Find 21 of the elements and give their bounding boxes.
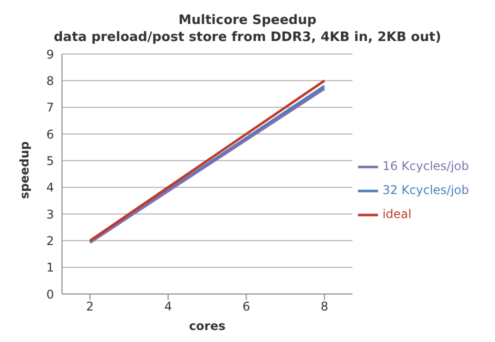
y-tick-label: 9 [46,47,54,62]
x-axis-title: cores [188,319,226,333]
x-tick-label: 2 [86,300,94,314]
y-tick-label: 6 [46,127,54,142]
legend-label: 32 Kcycles/job [382,183,469,197]
chart-subtitle: data preload/post store from DDR3, 4KB in, 2KB out) [52,29,442,46]
y-tick-label: 2 [46,234,54,248]
y-tick-label: 4 [46,180,54,195]
legend-label: ideal [382,207,412,221]
y-tick-label: 1 [46,260,54,275]
y-tick-label: 8 [46,74,54,88]
y-tick-label: 5 [46,154,54,168]
x-tick-label: 6 [242,300,250,314]
y-tick-label: 7 [46,100,54,115]
x-tick-label: 8 [320,300,328,314]
y-tick-label: 3 [46,207,54,222]
y-axis-title: speedup [17,140,32,199]
y-tick-label: 0 [46,287,54,302]
x-tick-label: 4 [164,300,172,314]
legend-label: 16 Kcycles/job [382,159,469,173]
chart-title: Multicore Speedup [178,12,318,29]
